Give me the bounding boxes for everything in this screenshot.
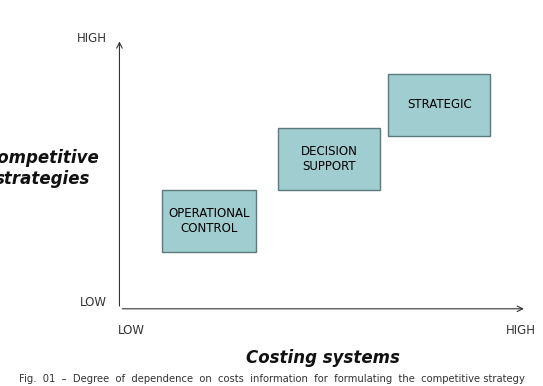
Text: DECISION
SUPPORT: DECISION SUPPORT	[301, 145, 358, 173]
Text: OPERATIONAL
CONTROL: OPERATIONAL CONTROL	[168, 207, 250, 235]
Text: HIGH: HIGH	[506, 323, 535, 337]
Text: Fig.  01  –  Degree  of  dependence  on  costs  information  for  formulating  t: Fig. 01 – Degree of dependence on costs …	[18, 374, 525, 384]
Text: LOW: LOW	[118, 323, 145, 337]
FancyBboxPatch shape	[162, 190, 256, 252]
Text: Competitive
strategies: Competitive strategies	[0, 149, 99, 188]
FancyBboxPatch shape	[388, 74, 490, 136]
FancyBboxPatch shape	[279, 128, 380, 190]
Text: HIGH: HIGH	[77, 32, 107, 45]
Text: LOW: LOW	[80, 296, 107, 308]
Text: STRATEGIC: STRATEGIC	[407, 98, 471, 111]
Text: Costing systems: Costing systems	[246, 349, 400, 367]
